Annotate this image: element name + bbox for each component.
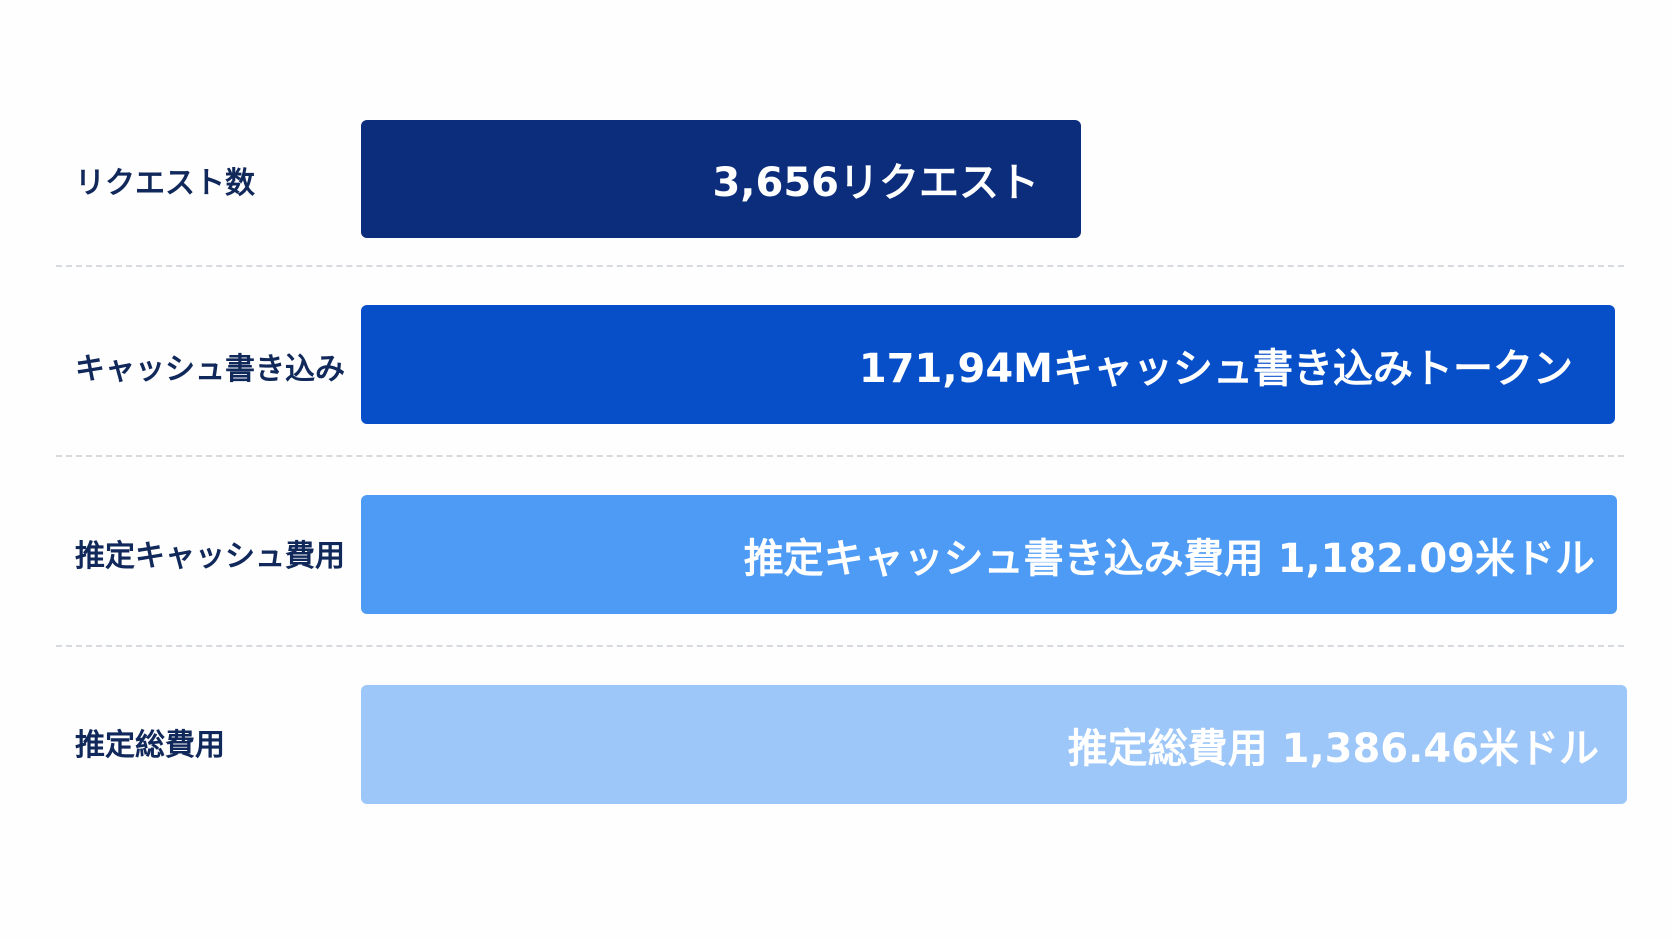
row-label: キャッシュ書き込み (75, 352, 345, 387)
row-label: 推定総費用 (75, 728, 225, 763)
bar: 3,656リクエスト (361, 120, 1081, 238)
separator (56, 455, 1624, 457)
bar: 171,94Mキャッシュ書き込みトークン (361, 305, 1615, 424)
bar: 推定総費用 1,386.46米ドル (361, 685, 1627, 804)
bar: 推定キャッシュ書き込み費用 1,182.09米ドル (361, 495, 1617, 614)
separator (56, 645, 1624, 647)
row-label: リクエスト数 (75, 166, 255, 201)
row-label: 推定キャッシュ費用 (75, 539, 345, 574)
separator (56, 265, 1624, 267)
